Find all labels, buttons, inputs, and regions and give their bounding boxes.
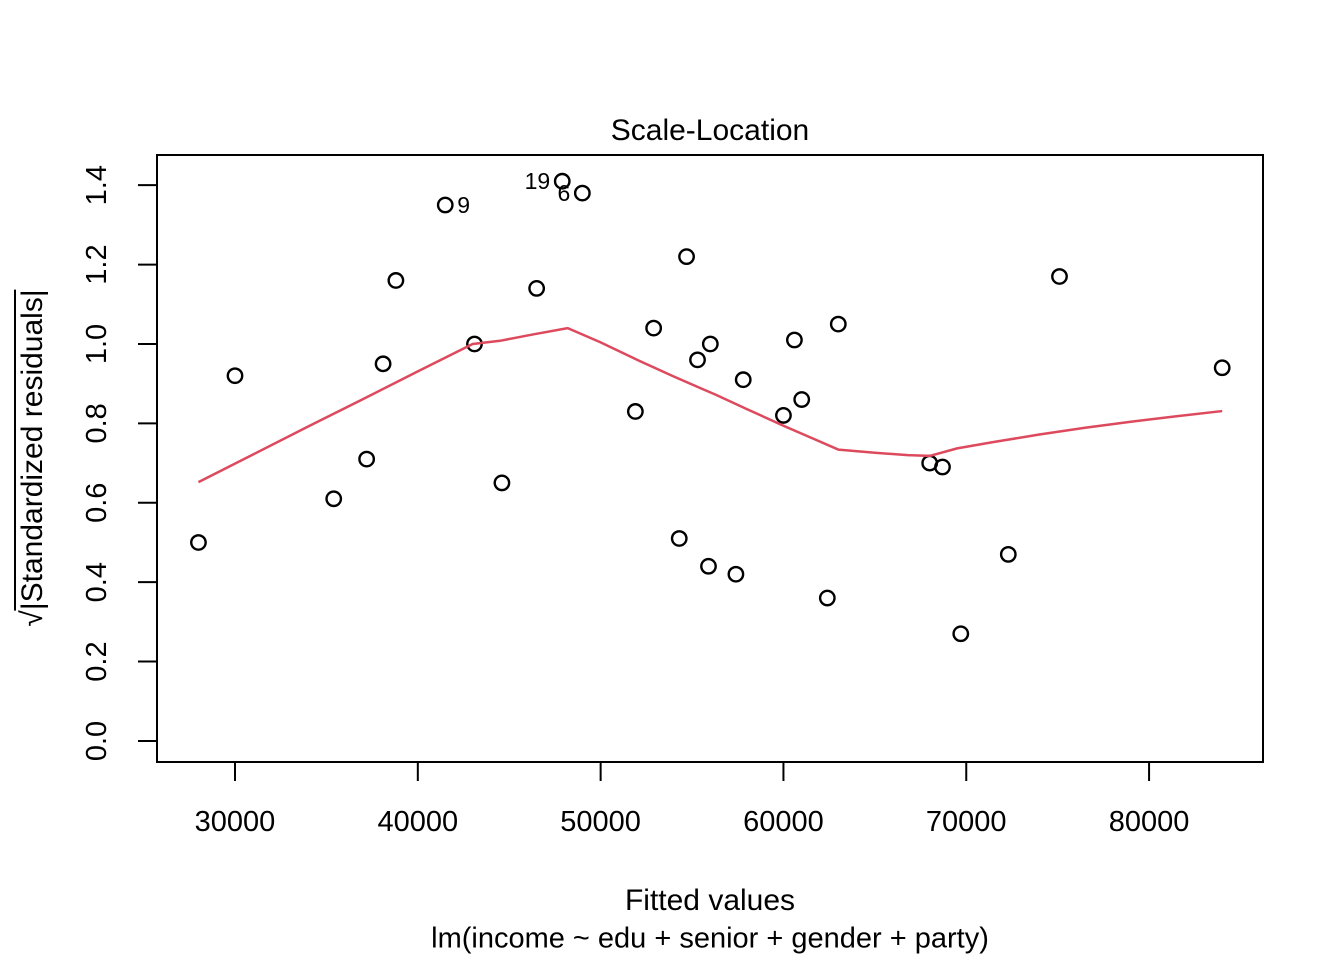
data-point bbox=[436, 196, 454, 214]
x-tick-label: 30000 bbox=[195, 806, 276, 838]
data-point bbox=[670, 530, 688, 547]
data-point bbox=[528, 279, 546, 297]
data-point bbox=[645, 319, 663, 337]
data-point bbox=[358, 450, 376, 468]
data-point bbox=[786, 331, 803, 349]
model-formula-label: lm(income ~ edu + senior + gender + part… bbox=[431, 922, 989, 955]
data-point bbox=[678, 248, 695, 266]
smooth-line bbox=[197, 326, 1223, 484]
data-point bbox=[700, 557, 717, 575]
data-point bbox=[734, 371, 752, 389]
x-tick-label: 80000 bbox=[1109, 806, 1190, 838]
data-point bbox=[626, 403, 644, 420]
x-tick-label: 60000 bbox=[743, 806, 824, 838]
y-tick-label: 0.6 bbox=[81, 483, 113, 523]
data-point bbox=[374, 355, 392, 373]
y-tick-label: 0.4 bbox=[81, 562, 113, 602]
data-point bbox=[1051, 268, 1068, 285]
point-label: 6 bbox=[558, 180, 571, 206]
y-tick-label: 1.4 bbox=[81, 165, 113, 205]
data-point bbox=[793, 391, 811, 408]
y-tick-label: 0.8 bbox=[81, 403, 113, 443]
y-tick-label: 0.2 bbox=[81, 641, 113, 681]
x-tick-label: 70000 bbox=[926, 806, 1007, 838]
data-point bbox=[701, 335, 719, 353]
data-point bbox=[952, 625, 970, 643]
data-point bbox=[325, 490, 343, 508]
data-point bbox=[934, 458, 951, 476]
y-tick-label: 0.0 bbox=[81, 721, 113, 761]
chart-title: Scale-Location bbox=[610, 114, 810, 147]
data-point bbox=[689, 351, 706, 369]
data-point bbox=[493, 474, 511, 492]
data-point bbox=[387, 272, 405, 289]
point-label: 9 bbox=[457, 192, 470, 218]
y-tick-label: 1.0 bbox=[81, 324, 113, 364]
y-axis-label: √|Standardized residuals| bbox=[14, 289, 50, 627]
x-tick-label: 50000 bbox=[560, 806, 641, 838]
data-point bbox=[818, 589, 836, 607]
plot-border bbox=[156, 154, 1264, 763]
data-point bbox=[775, 407, 792, 424]
data-point bbox=[573, 184, 591, 202]
x-axis-label: Fitted values bbox=[624, 884, 796, 917]
x-tick-label: 40000 bbox=[377, 806, 458, 838]
data-point bbox=[727, 565, 745, 583]
data-point bbox=[829, 315, 847, 333]
data-point bbox=[553, 172, 571, 190]
data-point bbox=[1213, 359, 1231, 377]
y-axis-label-radicand: |Standardized residuals| bbox=[14, 289, 49, 611]
data-point bbox=[999, 545, 1017, 563]
sqrt-symbol: √ bbox=[16, 610, 49, 627]
y-tick-label: 1.2 bbox=[81, 244, 113, 284]
data-point bbox=[190, 534, 207, 551]
point-label: 19 bbox=[525, 168, 551, 194]
data-point bbox=[226, 367, 244, 385]
